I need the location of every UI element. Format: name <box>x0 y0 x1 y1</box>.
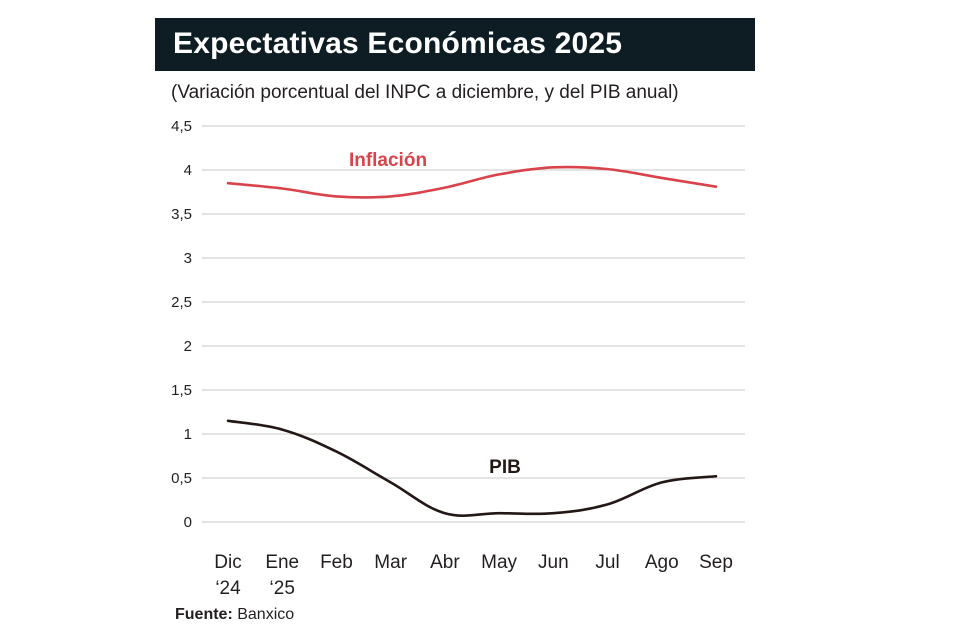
x-tick-label: Ago <box>645 552 679 573</box>
chart-subtitle: (Variación porcentual del INPC a diciemb… <box>171 82 679 103</box>
y-tick-label: 4,5 <box>171 118 192 135</box>
x-tick-label: Feb <box>320 552 353 573</box>
grid-lines <box>202 125 745 523</box>
series-line-pib <box>226 419 718 517</box>
x-tick-label: Ene <box>265 552 299 573</box>
y-tick-label: 3 <box>184 250 192 267</box>
y-tick-label: 0,5 <box>171 470 192 487</box>
y-tick-label: 1,5 <box>171 382 192 399</box>
x-tick-label: Jul <box>595 552 619 573</box>
title-bar: Expectativas Económicas 2025 <box>155 18 755 71</box>
x-tick-label: Sep <box>699 552 733 573</box>
series-label: PIB <box>489 457 521 478</box>
x-axis-ticks: Dic ‘24 Ene ‘25 Feb Mar Abr May Jun Jul Ago Sep <box>214 552 733 599</box>
x-tick-label: ‘25 <box>270 578 295 599</box>
y-tick-label: 2 <box>184 338 192 355</box>
y-tick-label: 4 <box>184 162 192 179</box>
x-tick-label: Mar <box>374 552 407 573</box>
series-line-inflacion <box>226 165 718 199</box>
y-tick-label: 1 <box>184 426 192 443</box>
chart-title: Expectativas Económicas 2025 <box>173 27 623 60</box>
series-lines <box>226 165 718 517</box>
y-tick-label: 0 <box>184 514 192 531</box>
x-tick-label: May <box>481 552 517 573</box>
source-value: Banxico <box>237 606 295 623</box>
series-label: Inflación <box>349 150 427 171</box>
x-tick-label: ‘24 <box>215 578 241 599</box>
y-tick-label: 2,5 <box>171 294 192 311</box>
source-note: Fuente: Banxico <box>175 606 294 624</box>
x-tick-label: Dic <box>214 552 241 573</box>
x-tick-label: Jun <box>538 552 569 573</box>
y-tick-label: 3,5 <box>171 206 192 223</box>
source-label: Fuente: <box>175 606 233 623</box>
y-axis-ticks: 0 0,5 1 1,5 2 2,5 3 3,5 4 4,5 <box>171 118 192 531</box>
series-labels: Inflación PIB <box>349 150 521 478</box>
x-tick-label: Abr <box>430 552 460 573</box>
